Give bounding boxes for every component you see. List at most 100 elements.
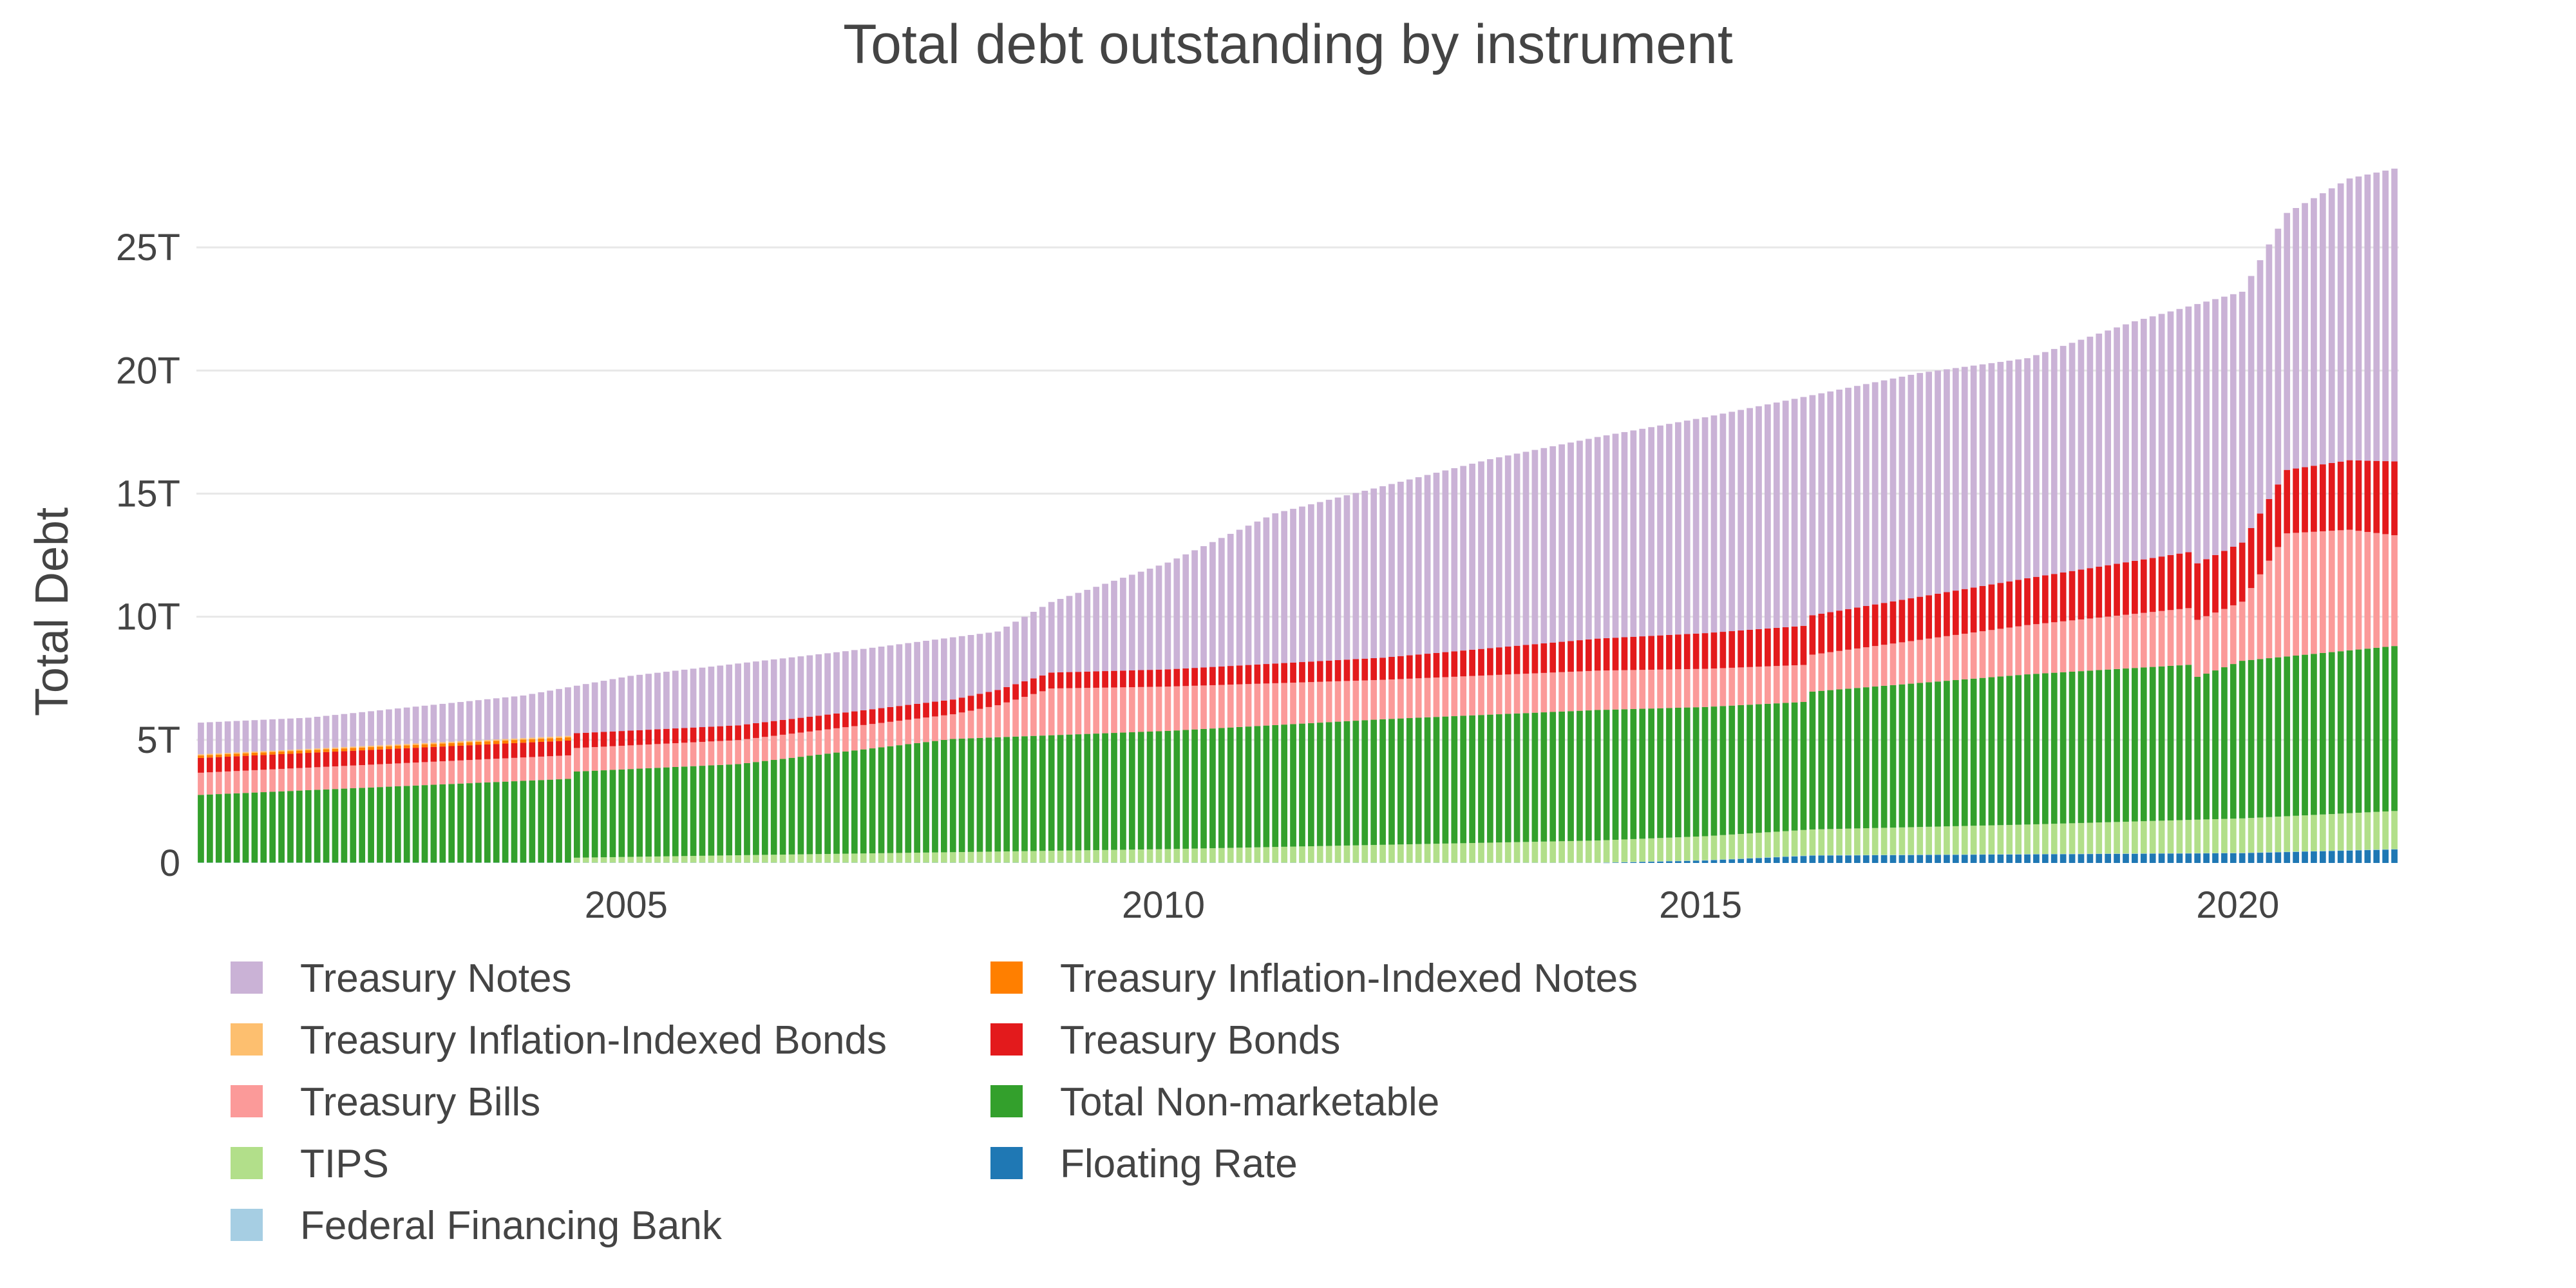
bar-segment <box>2284 213 2291 470</box>
legend-item[interactable]: Treasury Notes <box>231 956 572 1001</box>
bar-segment <box>1254 521 1261 665</box>
legend-item[interactable]: Total Non-marketable <box>990 1080 1439 1124</box>
bar-segment <box>1370 845 1378 863</box>
bar-segment <box>1997 854 2004 855</box>
legend-item[interactable]: Treasury Bonds <box>990 1018 1340 1063</box>
bar-segment <box>2105 330 2112 565</box>
legend-item[interactable]: Treasury Inflation-Indexed Notes <box>990 956 1638 1001</box>
legend-item[interactable]: Federal Financing Bank <box>231 1204 723 1248</box>
bar-segment <box>1137 571 1144 670</box>
bar-segment <box>1030 612 1037 679</box>
bar-segment <box>1487 862 1493 864</box>
bar-segment <box>1433 677 1440 717</box>
bar-segment <box>1325 722 1332 846</box>
legend-item[interactable]: Treasury Inflation-Indexed Bonds <box>231 1018 887 1063</box>
bar-segment <box>2015 359 2022 580</box>
legend-item[interactable]: Treasury Bills <box>231 1080 540 1124</box>
bar-segment <box>654 862 661 863</box>
bar-segment <box>770 855 777 863</box>
bar-segment <box>1899 600 1906 643</box>
legend-item[interactable]: TIPS <box>231 1142 389 1186</box>
bar-segment <box>1719 835 1727 860</box>
bar-segment <box>681 669 688 728</box>
bar-segment <box>1227 685 1234 728</box>
bar-segment <box>511 743 518 758</box>
bar-segment <box>636 674 643 730</box>
bar-segment <box>1880 685 1888 828</box>
bar-segment <box>1630 636 1637 670</box>
bar-segment <box>1236 862 1243 864</box>
bar-segment <box>753 661 759 723</box>
bar-segment <box>1093 687 1100 734</box>
bar-segment <box>2194 819 2201 853</box>
bar-segment <box>1621 637 1628 670</box>
bar-segment <box>2266 658 2273 817</box>
bar-segment <box>654 729 661 744</box>
bar-segment <box>2257 853 2264 863</box>
bar-segment <box>529 694 536 738</box>
bar-segment <box>2355 531 2362 650</box>
bar-segment <box>1424 677 1431 717</box>
bar-segment <box>2069 571 2076 621</box>
bar-segment <box>2248 527 2255 589</box>
bar-segment <box>2096 333 2103 567</box>
bar-segment <box>1683 860 1690 861</box>
bar-segment <box>949 739 956 853</box>
bar-segment <box>2373 533 2380 648</box>
bar-segment <box>699 766 706 856</box>
bar-segment <box>2024 854 2031 863</box>
bar-segment <box>860 853 867 863</box>
bar-segment <box>967 710 974 739</box>
bar-segment <box>958 712 965 739</box>
bar-segment <box>1845 855 1852 856</box>
bar-segment <box>1379 719 1386 845</box>
bar-segment <box>2391 168 2398 462</box>
bar-segment <box>251 862 258 863</box>
bar-segment <box>761 660 768 723</box>
bar-segment <box>475 744 482 760</box>
bar-segment <box>1818 653 1825 691</box>
bar-segment <box>2364 649 2371 813</box>
legend-item[interactable]: Floating Rate <box>990 1142 1298 1186</box>
bar-segment <box>251 770 258 793</box>
bar-segment <box>1639 636 1646 670</box>
bar-segment <box>1030 735 1037 851</box>
bar-segment <box>2078 619 2085 672</box>
bar-segment <box>1917 827 1924 855</box>
bar-segment <box>1451 716 1458 844</box>
bar-segment <box>2140 559 2147 613</box>
bar-segment <box>2364 460 2371 532</box>
bar-segment <box>770 862 777 863</box>
bar-segment <box>1415 678 1422 718</box>
bar-segment <box>224 753 231 755</box>
bar-segment <box>735 855 741 863</box>
bar-segment <box>1433 652 1440 678</box>
bar-segment <box>2176 665 2183 820</box>
bar-segment <box>368 764 374 788</box>
bar-segment <box>2319 814 2326 851</box>
bar-segment <box>726 726 733 741</box>
bar-segment <box>466 741 473 743</box>
bar-segment <box>2284 816 2291 852</box>
bar-segment <box>2041 854 2049 855</box>
bar-segment <box>1926 682 1932 827</box>
bar-segment <box>2328 188 2335 463</box>
bar-segment <box>403 748 410 763</box>
bar-segment <box>2373 172 2380 461</box>
bar-segment <box>2382 461 2389 535</box>
bar-segment <box>1818 613 1825 654</box>
bar-segment <box>502 739 509 741</box>
bar-segment <box>1899 642 1906 685</box>
bar-segment <box>1200 862 1207 864</box>
bar-segment <box>475 741 482 745</box>
bar-segment <box>797 854 804 863</box>
bar-segment <box>1979 855 1986 863</box>
bar-segment <box>2373 460 2380 533</box>
bar-segment <box>341 862 348 863</box>
bar-segment <box>430 784 437 863</box>
bar-segment <box>556 737 562 741</box>
bar-segment <box>233 771 240 793</box>
bar-segment <box>573 685 580 734</box>
bar-segment <box>940 700 947 715</box>
bar-segment <box>2078 671 2085 823</box>
